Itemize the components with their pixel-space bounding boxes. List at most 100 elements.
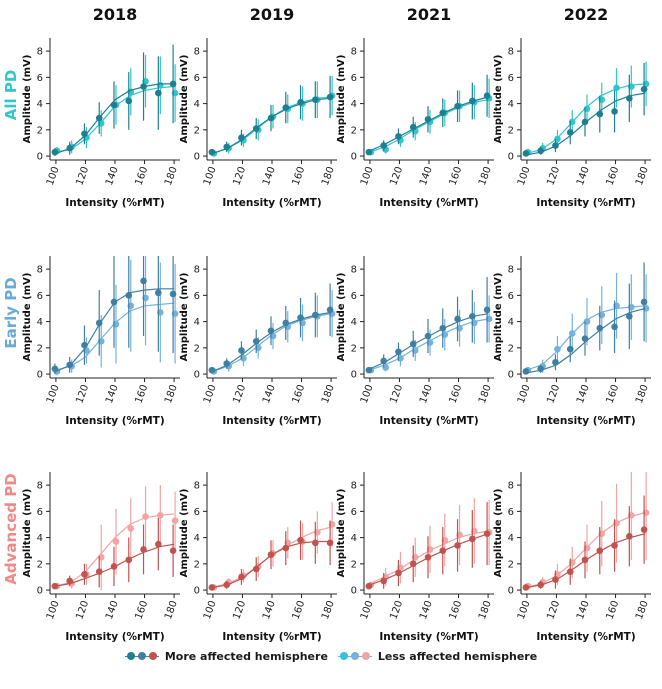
data-point-more-affected (110, 298, 118, 306)
y-tick-label: 6 (351, 73, 357, 84)
data-point-more-affected (552, 358, 559, 366)
group-label-advanced-pd: Advanced PD (2, 473, 20, 584)
y-tick-label: 8 (351, 47, 357, 58)
x-tick-label: 140 (418, 383, 435, 405)
data-point-more-affected (208, 366, 216, 374)
data-point-more-affected (537, 581, 544, 589)
y-tick-label: 0 (194, 370, 200, 381)
data-point-more-affected (365, 582, 373, 590)
data-point-more-affected (66, 577, 73, 585)
data-point-more-affected (66, 361, 73, 369)
x-axis-label: Intensity (%rMT) (379, 415, 478, 427)
x-tick-label: 100 (202, 165, 219, 187)
data-point-more-affected (51, 148, 59, 156)
y-tick-label: 8 (351, 481, 357, 492)
y-tick-label: 4 (37, 533, 43, 544)
legend-more-dot-2 (137, 652, 146, 660)
y-tick-label: 8 (194, 481, 200, 492)
data-point-more-affected (469, 97, 476, 105)
y-tick-label: 4 (508, 533, 514, 544)
y-axis-label: Amplitude (mV) (22, 55, 33, 144)
data-point-more-affected (169, 290, 177, 298)
y-tick-label: 4 (37, 99, 43, 110)
x-tick-label: 180 (634, 383, 651, 405)
data-point-more-affected (326, 539, 334, 547)
data-point-more-affected (483, 306, 491, 314)
y-axis-label: Amplitude (mV) (179, 489, 190, 578)
data-point-more-affected (223, 143, 230, 151)
fit-curve-less-affected (212, 96, 332, 154)
data-point-more-affected (537, 365, 544, 373)
data-point-more-affected (223, 360, 230, 367)
y-tick-label: 8 (37, 47, 43, 58)
data-point-more-affected (552, 142, 559, 149)
x-tick-label: 180 (477, 383, 494, 405)
x-tick-label: 100 (359, 165, 376, 187)
y-tick-label: 0 (37, 370, 43, 381)
x-tick-label: 120 (231, 165, 248, 187)
data-point-more-affected (581, 335, 589, 342)
data-point-more-affected (424, 332, 432, 340)
y-tick-label: 2 (351, 559, 357, 570)
y-axis-label: Amplitude (mV) (336, 55, 347, 144)
data-point-more-affected (282, 544, 290, 552)
data-point-less-affected (127, 525, 135, 532)
y-tick-label: 6 (194, 73, 200, 84)
data-point-more-affected (522, 150, 530, 157)
x-tick-label: 160 (290, 165, 307, 187)
data-point-more-affected (208, 584, 216, 591)
data-point-more-affected (81, 130, 88, 138)
x-tick-label: 120 (545, 383, 562, 405)
data-point-more-affected (155, 289, 162, 297)
y-axis-label: Amplitude (mV) (493, 55, 504, 144)
x-axis-label: Intensity (%rMT) (65, 631, 164, 643)
data-point-more-affected (155, 89, 162, 97)
data-point-more-affected (566, 568, 574, 575)
data-point-more-affected (110, 563, 118, 570)
data-point-more-affected (483, 92, 491, 100)
x-tick-label: 180 (320, 165, 337, 187)
x-axis-label: Intensity (%rMT) (222, 197, 321, 209)
data-point-more-affected (409, 560, 417, 568)
x-tick-label: 180 (163, 165, 180, 187)
y-tick-label: 4 (351, 317, 357, 328)
data-point-more-affected (395, 348, 402, 356)
data-point-more-affected (312, 311, 319, 319)
x-tick-label: 180 (634, 165, 651, 187)
y-tick-label: 2 (194, 125, 200, 136)
legend-less-dot-2 (350, 652, 359, 660)
y-tick-label: 6 (37, 291, 43, 302)
y-tick-label: 0 (37, 586, 43, 597)
x-tick-label: 100 (202, 383, 219, 405)
x-tick-label: 100 (202, 599, 219, 621)
x-tick-label: 100 (516, 383, 533, 405)
data-point-more-affected (566, 345, 574, 353)
x-tick-label: 180 (320, 383, 337, 405)
data-point-more-affected (297, 536, 304, 544)
x-tick-label: 100 (45, 599, 62, 621)
y-tick-label: 4 (351, 533, 357, 544)
group-label-all-pd: All PD (2, 70, 20, 121)
panel-early-pd-2019: 0 2 4 6 8 100 120 140 160 180 Amplitude (mV) Intens… (179, 256, 337, 427)
y-tick-label: 6 (508, 507, 514, 518)
x-tick-label: 100 (45, 165, 62, 187)
data-point-more-affected (326, 93, 334, 101)
data-point-more-affected (110, 101, 118, 109)
data-point-more-affected (596, 110, 604, 118)
data-point-more-affected (537, 147, 544, 155)
y-tick-label: 8 (508, 265, 514, 276)
x-tick-label: 100 (516, 599, 533, 621)
x-tick-label: 120 (74, 599, 91, 621)
fit-curve-more-affected (212, 97, 332, 154)
data-point-more-affected (238, 134, 245, 141)
legend-more-dot-1 (126, 652, 135, 660)
x-tick-label: 120 (74, 383, 91, 405)
x-tick-label: 120 (545, 599, 562, 621)
fit-curve-less-affected (369, 99, 489, 153)
data-point-more-affected (596, 547, 604, 555)
data-point-more-affected (596, 324, 604, 332)
data-point-more-affected (282, 319, 290, 327)
y-tick-label: 4 (194, 533, 200, 544)
fit-curve-less-affected (55, 302, 175, 371)
